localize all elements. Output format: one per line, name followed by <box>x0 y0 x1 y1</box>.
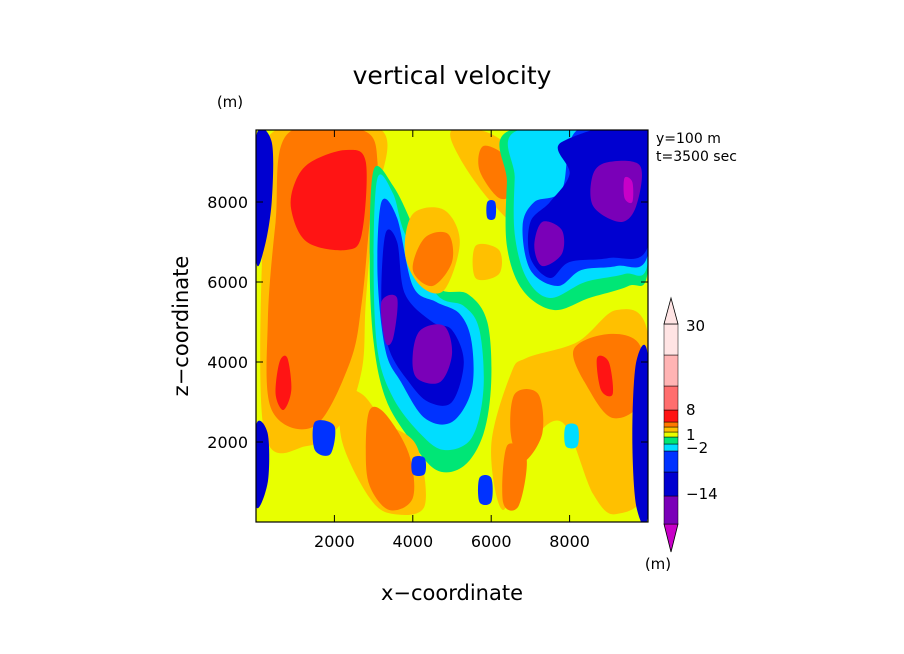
y-tick-label: 6000 <box>207 273 248 292</box>
x-tick-label: 4000 <box>392 532 433 551</box>
contour-region <box>502 443 527 511</box>
y-tick-label: 2000 <box>207 433 248 452</box>
y-unit-label: (m) <box>217 93 243 111</box>
colorbar-bin <box>663 471 679 497</box>
colorbar-bin <box>663 421 679 428</box>
colorbar-bin <box>663 409 679 423</box>
colorbar-label: 30 <box>686 317 705 335</box>
colorbar-bin <box>663 431 679 438</box>
contour-region <box>412 231 454 287</box>
contour-region <box>256 420 270 509</box>
contour-region <box>275 355 292 411</box>
annotation-line: t=3500 sec <box>656 149 737 165</box>
contour-region <box>596 355 614 397</box>
x-tick-label: 8000 <box>549 532 590 551</box>
contour-region <box>312 420 336 456</box>
x-axis-ticks: 2000 4000 6000 8000 <box>314 130 590 551</box>
contour-region <box>411 455 427 477</box>
contour-region <box>412 324 453 384</box>
colorbar-label: 1 <box>686 426 696 444</box>
contour-region <box>534 221 565 267</box>
contour-region <box>590 160 642 222</box>
colorbar-label: −2 <box>686 439 708 457</box>
colorbar-bin <box>663 323 679 356</box>
chart-title: vertical velocity <box>353 61 552 90</box>
colorbar-bin <box>663 523 679 553</box>
x-axis-label: x−coordinate <box>381 581 523 605</box>
contour-regions <box>256 130 648 522</box>
x-tick-label: 6000 <box>471 532 512 551</box>
contour-region <box>256 130 274 267</box>
colorbar-bin <box>663 450 679 473</box>
y-axis-label: z−coordinate <box>169 256 193 397</box>
contour-region <box>472 243 502 281</box>
colorbar-bin <box>663 296 679 325</box>
colorbar-unit-label: (m) <box>645 555 671 573</box>
colorbar-bin <box>663 443 679 452</box>
contour-region <box>564 423 579 449</box>
colorbar-bin <box>663 495 679 525</box>
contour-region <box>290 149 367 251</box>
contour-region <box>632 344 648 522</box>
plot-frame <box>255 129 649 523</box>
contour-region <box>510 388 544 462</box>
y-tick-label: 8000 <box>207 193 248 212</box>
colorbar-bin <box>663 436 679 445</box>
contour-region <box>486 199 497 221</box>
colorbar-label: −14 <box>686 485 718 503</box>
y-tick-label: 4000 <box>207 353 248 372</box>
contour-region <box>380 294 398 346</box>
colorbar-bin <box>663 354 679 387</box>
colorbar-bin <box>663 385 679 411</box>
contour-region <box>623 176 634 204</box>
colorbar: 30 8 1−2 −14 <box>663 296 718 553</box>
contour-region <box>365 406 415 511</box>
y-axis-ticks: 2000 4000 6000 8000 <box>207 193 648 452</box>
annotation-line: y=100 m <box>656 131 721 147</box>
contour-region <box>477 475 493 505</box>
x-tick-label: 2000 <box>314 532 355 551</box>
colorbar-bin <box>663 426 679 433</box>
colorbar-label: 8 <box>686 401 696 419</box>
